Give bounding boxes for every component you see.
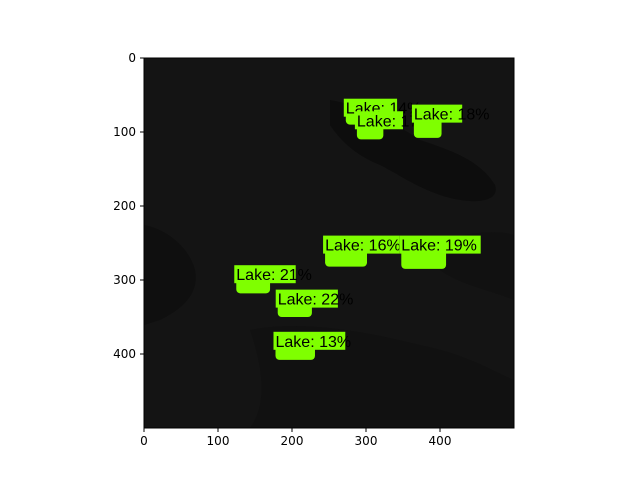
- detection-6: Lake: 21%: [234, 265, 312, 294]
- x-tick-label: 0: [140, 434, 148, 448]
- detection-label: Lake: 19%: [401, 238, 477, 255]
- x-tick-label: 400: [429, 434, 452, 448]
- detection-label-bg: [234, 265, 296, 284]
- y-tick-label: 100: [113, 125, 136, 139]
- x-tick-label: 300: [355, 434, 378, 448]
- y-tick-label: 300: [113, 273, 136, 287]
- y-tick-label: 200: [113, 199, 136, 213]
- image-texture: [144, 100, 514, 428]
- dark-region-lower: [250, 325, 514, 428]
- x-tick-label: 200: [281, 434, 304, 448]
- detection-4: Lake: 16%: [323, 235, 401, 267]
- axes-frame: [143, 57, 515, 429]
- detection-label-bg: [323, 235, 400, 254]
- y-axis: 0 100 200 300 400: [113, 51, 144, 361]
- detection-5: Lake: 19%: [399, 235, 481, 269]
- y-tick-label: 400: [113, 347, 136, 361]
- detection-7: Lake: 22%: [275, 289, 354, 317]
- detection-label-bg: [354, 111, 403, 130]
- detection-label: Lake: 22%: [278, 292, 354, 309]
- detection-label: Lake: 21%: [236, 267, 312, 284]
- y-tick-label: 0: [128, 51, 136, 65]
- detection-label-bg: [273, 331, 346, 350]
- detection-label-bg: [411, 104, 463, 123]
- detection-3: Lake: 18%: [411, 104, 490, 138]
- detection-label: Lake: 16%: [325, 238, 401, 255]
- detection-label: Lake: 18%: [414, 107, 490, 124]
- detection-label-bg: [275, 289, 338, 308]
- detection-label: Lake: 13%: [276, 334, 352, 351]
- detection-8: Lake: 13%: [273, 331, 352, 360]
- x-tick-label: 100: [207, 434, 230, 448]
- x-axis: 0 100 200 300 400: [140, 428, 451, 448]
- detection-label-bg: [399, 235, 481, 254]
- detections-layer: Lake: 14%Lake: 17%Lake: 18%Lake: 16% Lake…: [234, 98, 490, 360]
- dark-region-left: [144, 225, 196, 325]
